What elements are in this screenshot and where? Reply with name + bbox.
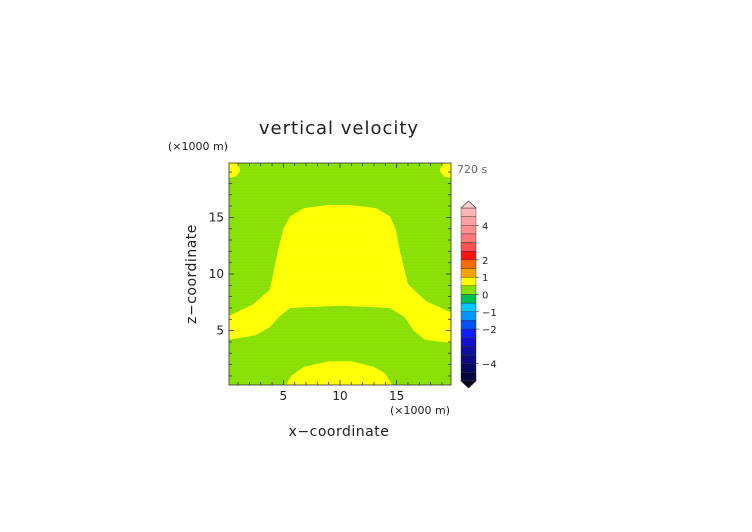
y-tick-label: 5 [216,324,224,338]
x-tick-label: 5 [280,389,288,403]
colorbar-segment [460,354,477,364]
colorbar-bottom-arrow [460,380,477,389]
x-axis-label: x−coordinate [289,424,390,440]
colorbar-tick-label: −1 [482,308,497,319]
colorbar-segment [460,346,477,356]
x-tick-label: 10 [332,389,347,403]
chart-title: vertical velocity [259,118,419,139]
colorbar-segment [460,363,477,373]
contour-region-corner-top-right [439,163,451,178]
contour-region-upper-lobe [229,204,451,344]
axes: 5 10 15 5 10 15 [209,162,452,403]
colorbar-segment [460,268,477,278]
colorbar-segment [460,328,477,338]
colorbar-segment [460,337,477,347]
colorbar-tick-label: 0 [482,291,488,302]
colorbar-segment [460,242,477,252]
colorbar-top-arrow [460,200,477,209]
colorbar-segment [460,225,477,235]
colorbar: 4 2 1 0 −1 −2 −4 [460,200,497,389]
y-unit-label: (×1000 m) [168,140,228,153]
colorbar-segment [460,372,477,382]
x-unit-label: (×1000 m) [390,404,450,417]
x-tick-label: 15 [389,389,404,403]
colorbar-segment [460,251,477,261]
y-tick-label: 15 [209,210,224,224]
colorbar-segment [460,285,477,295]
colorbar-tick-label: 4 [482,221,488,232]
colorbar-tick-label: 1 [482,273,488,284]
contour-region-bottom-lobe [285,361,393,385]
time-label: 720 s [457,163,487,176]
colorbar-tick-label: −4 [482,360,497,371]
colorbar-segment [460,294,477,304]
y-tick-label: 10 [209,267,224,281]
colorbar-segment [460,233,477,243]
contour-region-corner-top-left [229,163,241,178]
colorbar-segment [460,277,477,287]
colorbar-tick-label: −2 [482,325,497,336]
colorbar-segment [460,259,477,269]
y-axis-label: z−coordinate [184,224,200,324]
colorbar-segment [460,320,477,330]
colorbar-segment [460,216,477,226]
colorbar-segment [460,311,477,321]
plot-area [229,163,451,385]
colorbar-segment [460,207,477,217]
colorbar-tick-label: 2 [482,256,488,267]
colorbar-segment [460,302,477,312]
